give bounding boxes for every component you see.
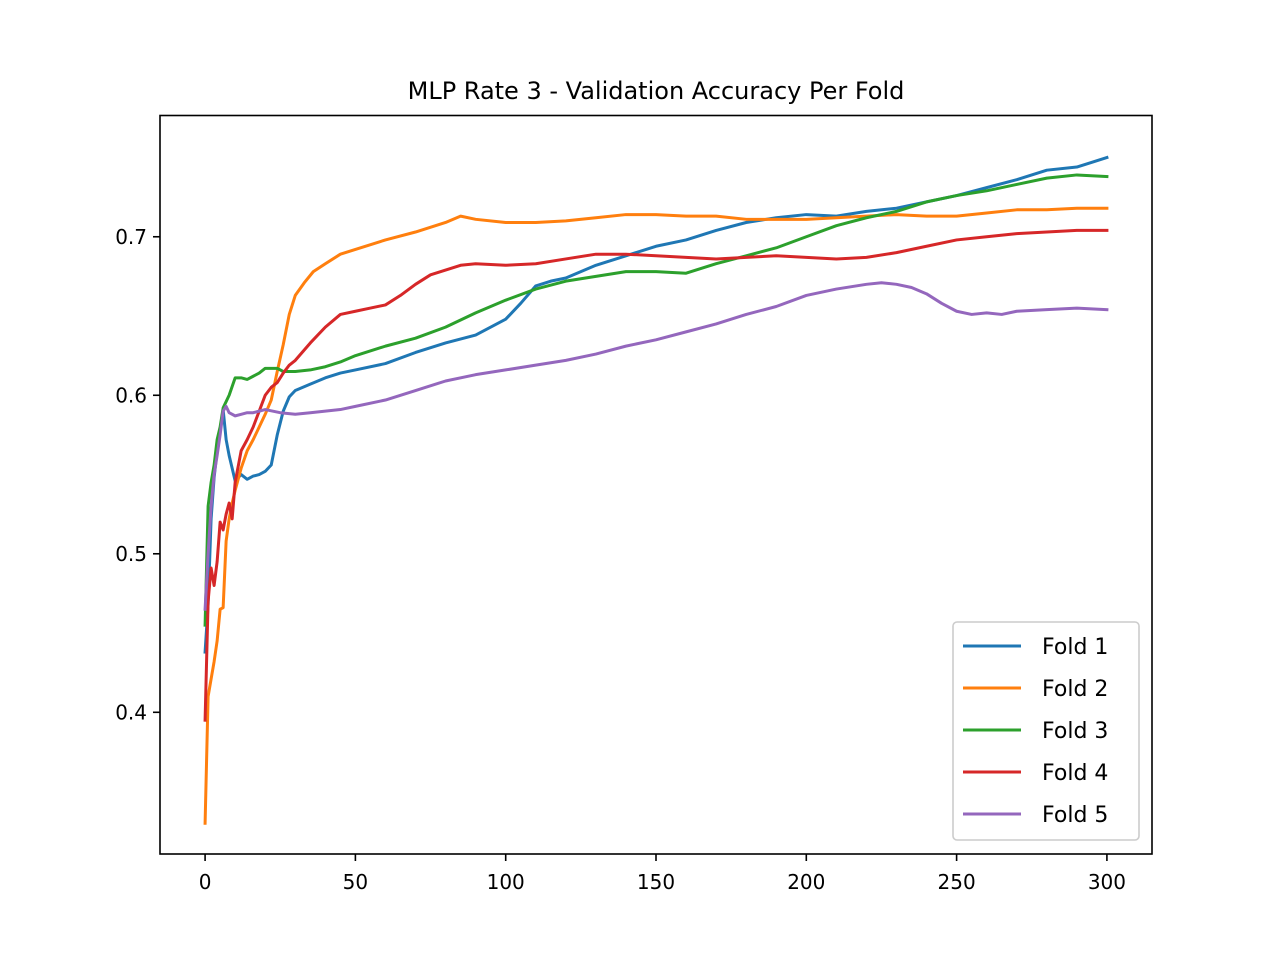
legend-label-fold-2: Fold 2 <box>1042 677 1108 702</box>
legend-label-fold-3: Fold 3 <box>1042 719 1108 744</box>
series-line-fold-1 <box>203 155 1109 654</box>
series-line-fold-5 <box>203 281 1109 611</box>
series-line-fold-4 <box>203 228 1109 722</box>
legend: Fold 1 Fold 2 Fold 3 Fold 4 Fold 5 <box>952 621 1140 841</box>
x-tick-label: 0 <box>199 870 212 894</box>
x-tick-label: 200 <box>787 870 825 894</box>
x-axis: 0 50 100 150 200 250 300 <box>199 854 1126 894</box>
y-tick-label: 0.4 <box>115 700 147 724</box>
y-axis: 0.4 0.5 0.6 0.7 <box>115 225 160 724</box>
x-tick-label: 300 <box>1088 870 1126 894</box>
x-tick-label: 50 <box>343 870 368 894</box>
x-tick-label: 100 <box>487 870 525 894</box>
y-tick-label: 0.6 <box>115 383 147 407</box>
x-tick-label: 250 <box>938 870 976 894</box>
y-tick-label: 0.5 <box>115 542 147 566</box>
y-tick-label: 0.7 <box>115 225 147 249</box>
legend-label-fold-1: Fold 1 <box>1042 635 1108 660</box>
series-layer <box>203 155 1109 825</box>
legend-label-fold-4: Fold 4 <box>1042 761 1108 786</box>
series-line-fold-3 <box>203 173 1109 627</box>
x-tick-label: 150 <box>637 870 675 894</box>
legend-label-fold-5: Fold 5 <box>1042 803 1108 828</box>
legend-box <box>952 621 1140 841</box>
chart-title: MLP Rate 3 - Validation Accuracy Per Fol… <box>408 77 905 105</box>
